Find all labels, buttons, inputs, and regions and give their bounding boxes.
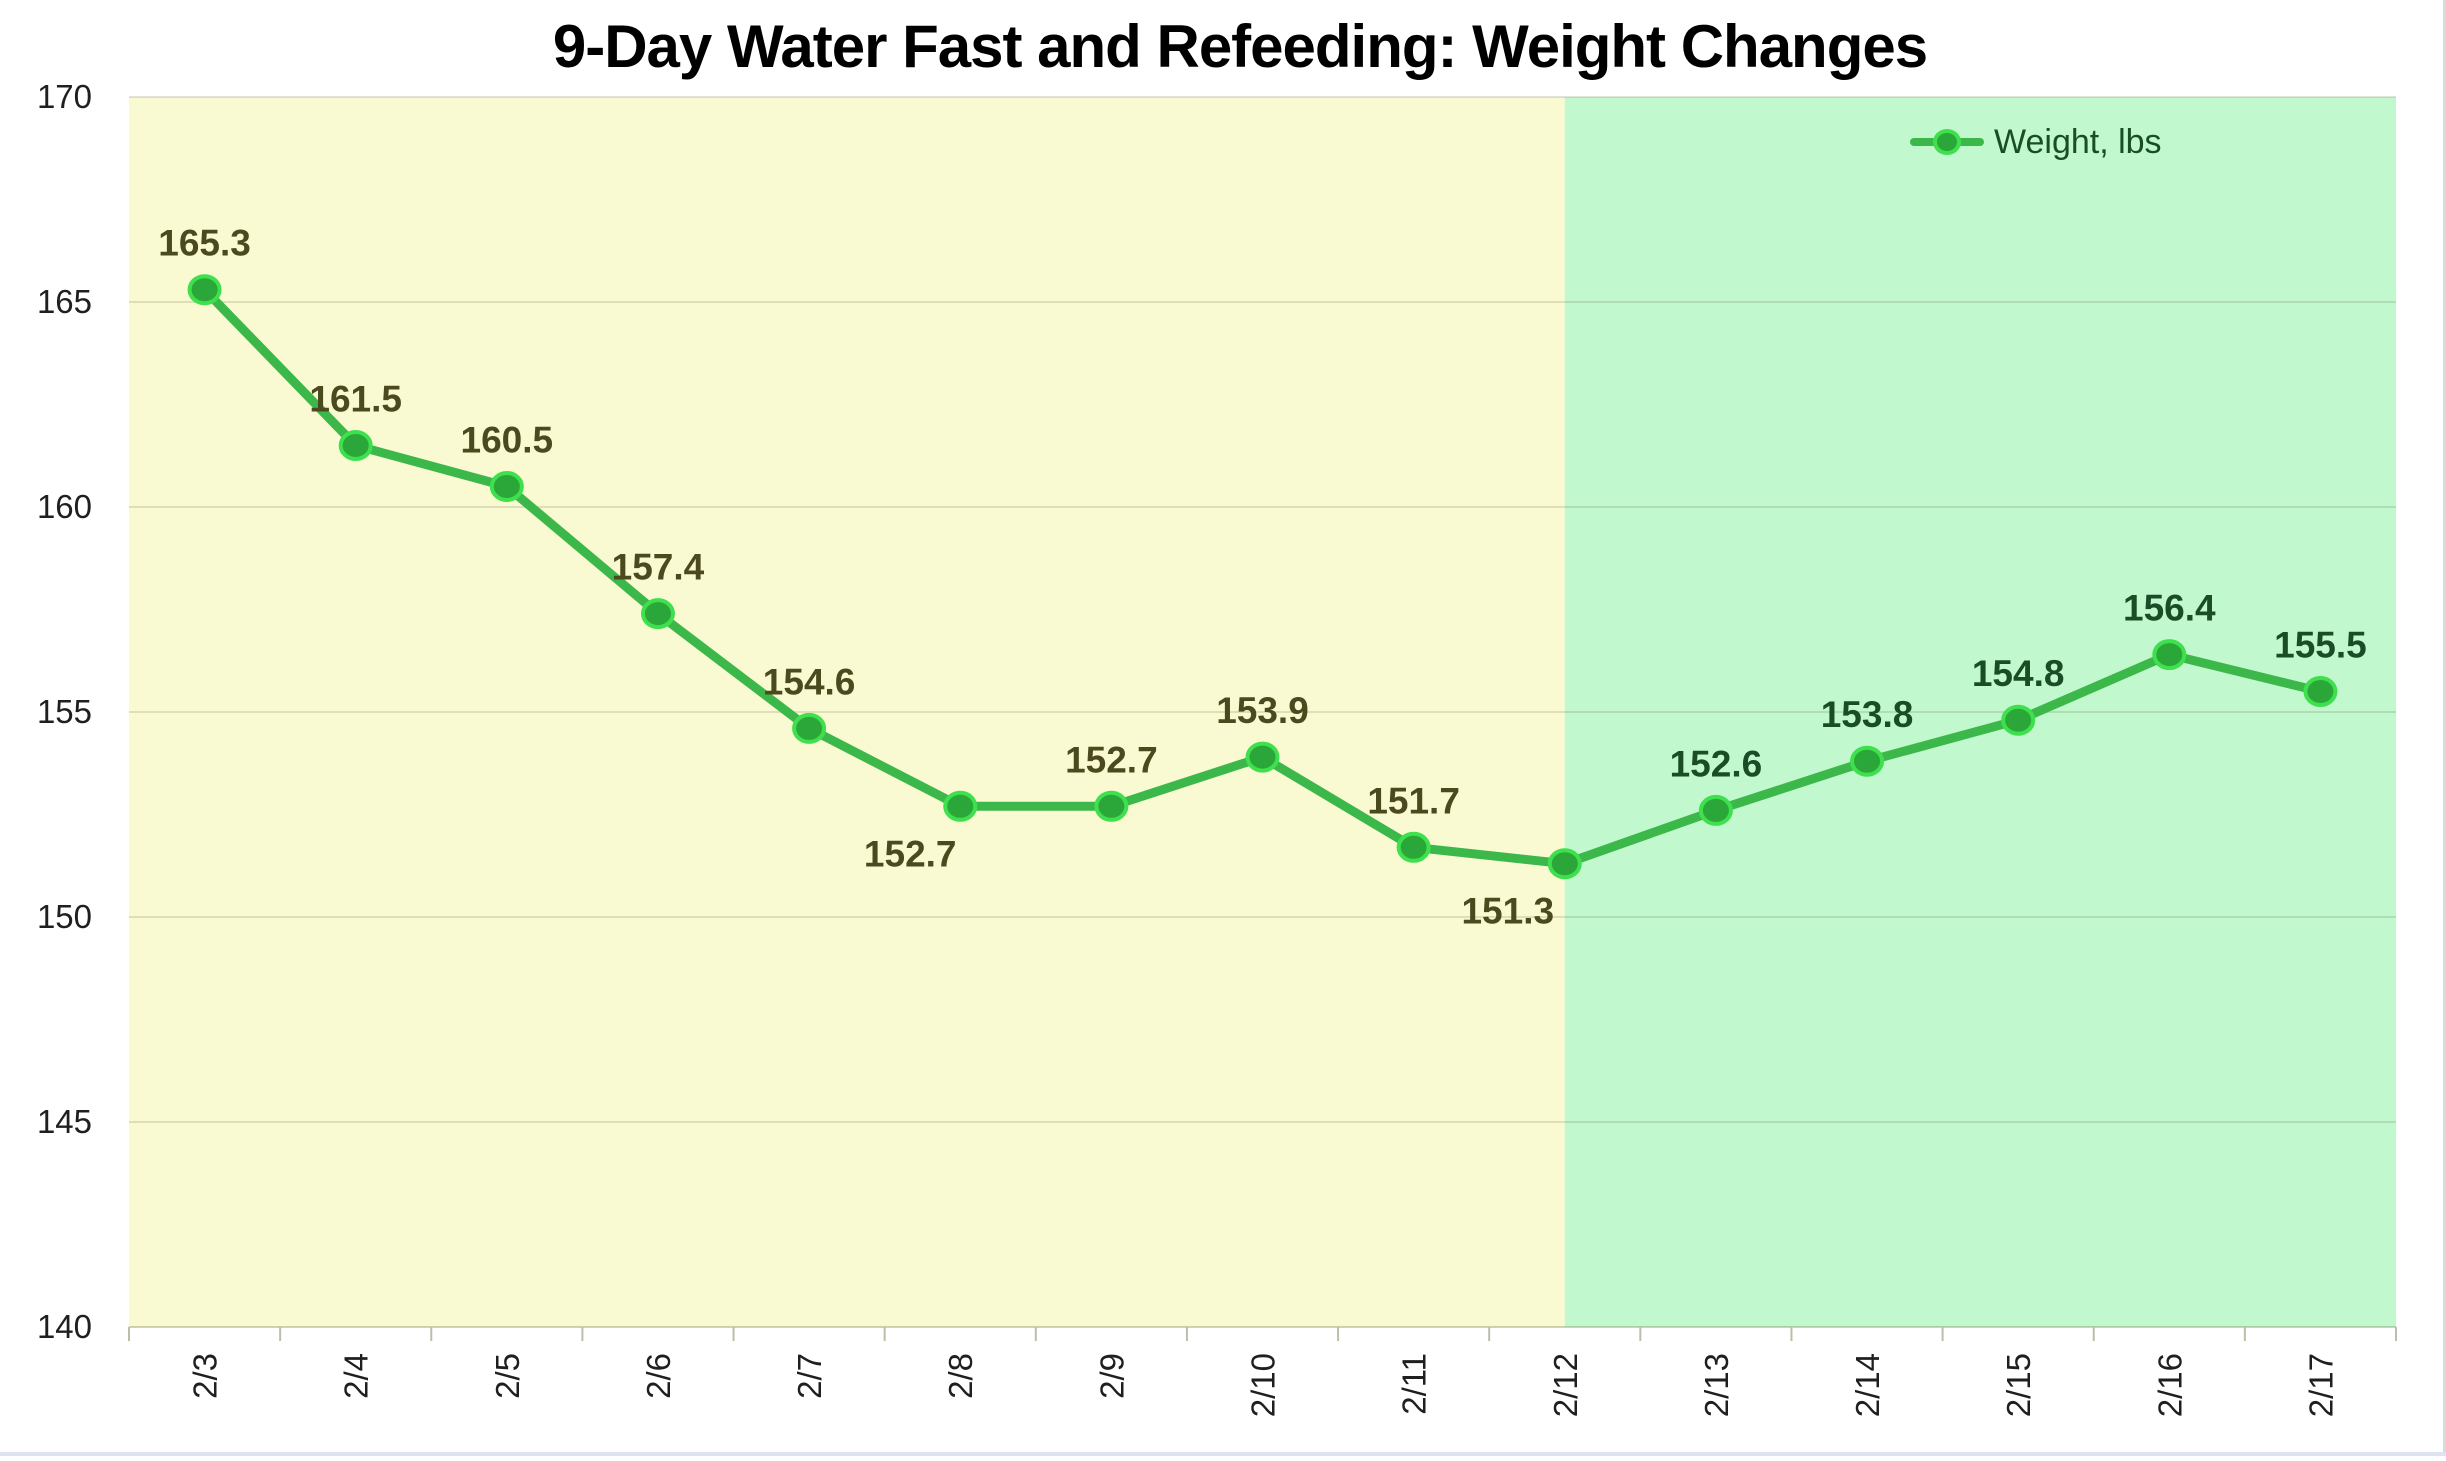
data-point-label: 154.8 <box>1972 653 2065 694</box>
legend-point-icon <box>1933 129 1961 155</box>
data-point-label: 154.6 <box>763 661 856 702</box>
data-point-label: 157.4 <box>612 547 705 588</box>
y-axis-tick-label: 140 <box>37 1308 92 1345</box>
data-point-marker <box>1698 794 1733 826</box>
data-point-label: 161.5 <box>309 379 402 420</box>
data-point-marker <box>489 471 524 502</box>
data-point-marker <box>1547 848 1582 880</box>
data-point-label: 155.5 <box>2274 625 2367 666</box>
data-point-marker <box>640 598 675 630</box>
data-point-label: 153.9 <box>1216 690 1309 731</box>
x-axis-tick-label: 2/10 <box>1245 1353 1282 1417</box>
data-point-marker <box>943 790 978 822</box>
data-point-marker <box>338 430 373 461</box>
x-axis-tick-label: 2/5 <box>489 1353 526 1399</box>
x-axis-tick-label: 2/11 <box>1396 1353 1433 1415</box>
x-axis-tick-label: 2/9 <box>1093 1353 1130 1399</box>
x-axis-tick-label: 2/4 <box>338 1353 375 1399</box>
legend-line-marker <box>1910 129 1984 155</box>
phase-region-fast <box>129 97 1565 1327</box>
data-point-label: 152.6 <box>1670 743 1763 784</box>
window-bottom-edge <box>0 1452 2446 1456</box>
data-point-label: 153.8 <box>1821 694 1914 735</box>
data-point-label: 160.5 <box>461 420 554 461</box>
x-axis-tick-label: 2/7 <box>791 1353 828 1399</box>
phase-region-refeed <box>1564 97 2396 1327</box>
x-axis-tick-label: 2/13 <box>1698 1353 1735 1417</box>
data-point-marker <box>1245 741 1280 773</box>
data-point-marker <box>2152 639 2187 671</box>
y-axis-tick-label: 155 <box>37 693 92 730</box>
x-axis-tick-label: 2/15 <box>2000 1353 2037 1417</box>
data-point-label: 151.3 <box>1461 891 1554 932</box>
x-axis-tick-label: 2/17 <box>2302 1353 2339 1417</box>
data-point-marker <box>1396 831 1431 863</box>
data-point-label: 152.7 <box>1065 739 1158 780</box>
data-point-marker <box>2303 676 2338 707</box>
window-right-edge <box>2443 0 2446 1456</box>
y-axis-tick-label: 170 <box>37 78 92 115</box>
chart-title: 9-Day Water Fast and Refeeding: Weight C… <box>552 13 1928 80</box>
data-point-marker <box>1094 790 1129 822</box>
data-point-marker <box>1850 745 1885 777</box>
x-axis-tick-label: 2/6 <box>640 1353 677 1399</box>
data-point-label: 152.7 <box>864 833 957 874</box>
y-axis-tick-label: 145 <box>37 1103 92 1140</box>
legend: Weight, lbs <box>1910 117 2162 167</box>
x-axis-tick-label: 2/8 <box>942 1353 979 1399</box>
x-axis-tick-label: 2/16 <box>2151 1353 2188 1417</box>
data-point-label: 165.3 <box>158 223 251 264</box>
x-axis-tick-label: 2/12 <box>1547 1353 1584 1417</box>
x-axis-tick-label: 2/14 <box>1849 1353 1886 1417</box>
y-axis-tick-label: 160 <box>37 488 92 525</box>
data-point-marker <box>187 274 222 306</box>
y-axis-tick-label: 150 <box>37 898 92 935</box>
data-point-marker <box>792 712 827 744</box>
data-point-label: 156.4 <box>2123 588 2216 629</box>
data-point-marker <box>2001 704 2036 736</box>
y-axis-tick-label: 165 <box>37 283 92 320</box>
data-point-label: 151.7 <box>1367 780 1460 821</box>
x-axis-tick-label: 2/3 <box>187 1353 224 1399</box>
legend-label: Weight, lbs <box>1994 122 2162 161</box>
